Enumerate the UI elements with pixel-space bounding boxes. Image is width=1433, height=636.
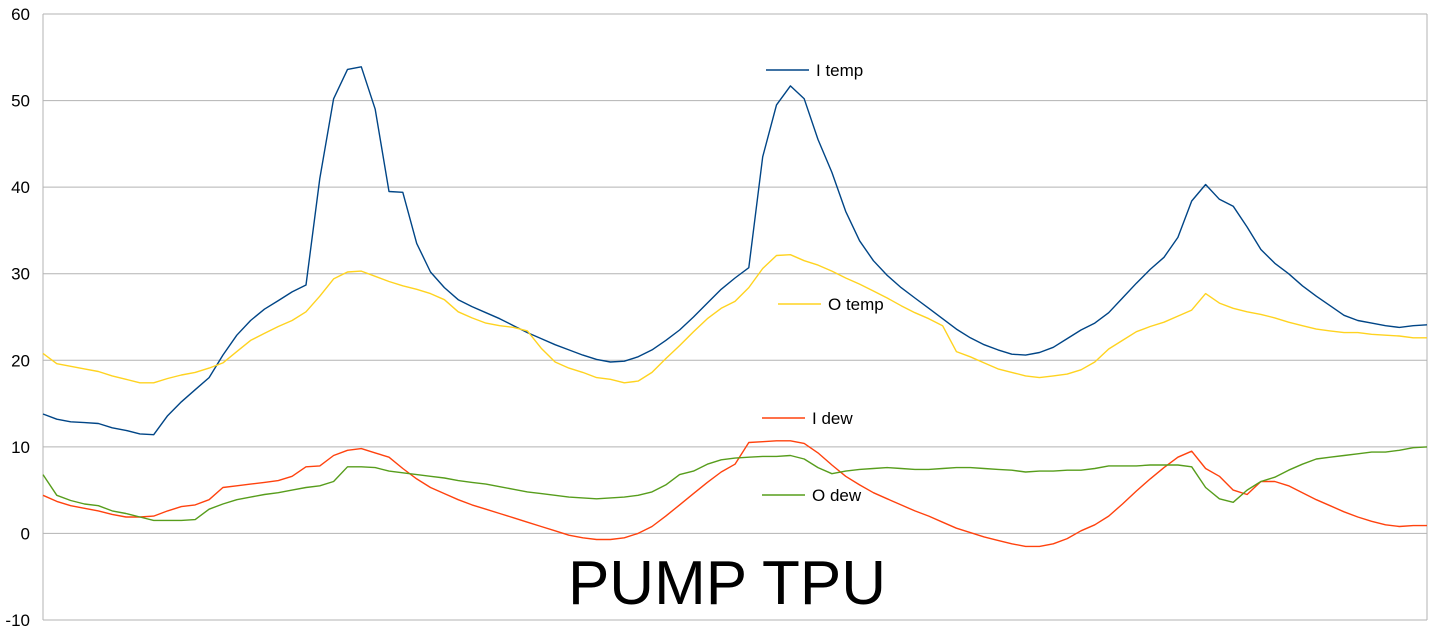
y-axis-tick-labels: -10 0 10 20 30 40 50 60 [5, 5, 30, 630]
gridlines [43, 13, 1427, 621]
series-line-o-dew [42, 446, 1428, 522]
y-tick-label: 10 [11, 438, 30, 457]
y-tick-label: 60 [11, 5, 30, 24]
legend-label-o-dew: O dew [812, 486, 862, 505]
legend-label-o-temp: O temp [828, 295, 884, 314]
chart-title: PUMP TPU [568, 549, 886, 618]
y-tick-label: -10 [5, 611, 30, 630]
series-line-o-temp [42, 253, 1427, 384]
legend-label-i-temp: I temp [816, 61, 863, 80]
legend-label-i-dew: I dew [812, 409, 853, 428]
y-tick-label: 30 [11, 265, 30, 284]
series-line-i-temp [42, 66, 1428, 436]
y-tick-label: 20 [11, 351, 30, 370]
axes [42, 14, 1428, 621]
series-line-i-dew [42, 440, 1427, 548]
y-tick-label: 40 [11, 178, 30, 197]
series-lines [42, 66, 1428, 548]
y-tick-label: 0 [21, 524, 30, 543]
legend: I temp O temp I dew O dew [762, 61, 884, 505]
y-tick-label: 50 [11, 92, 30, 111]
